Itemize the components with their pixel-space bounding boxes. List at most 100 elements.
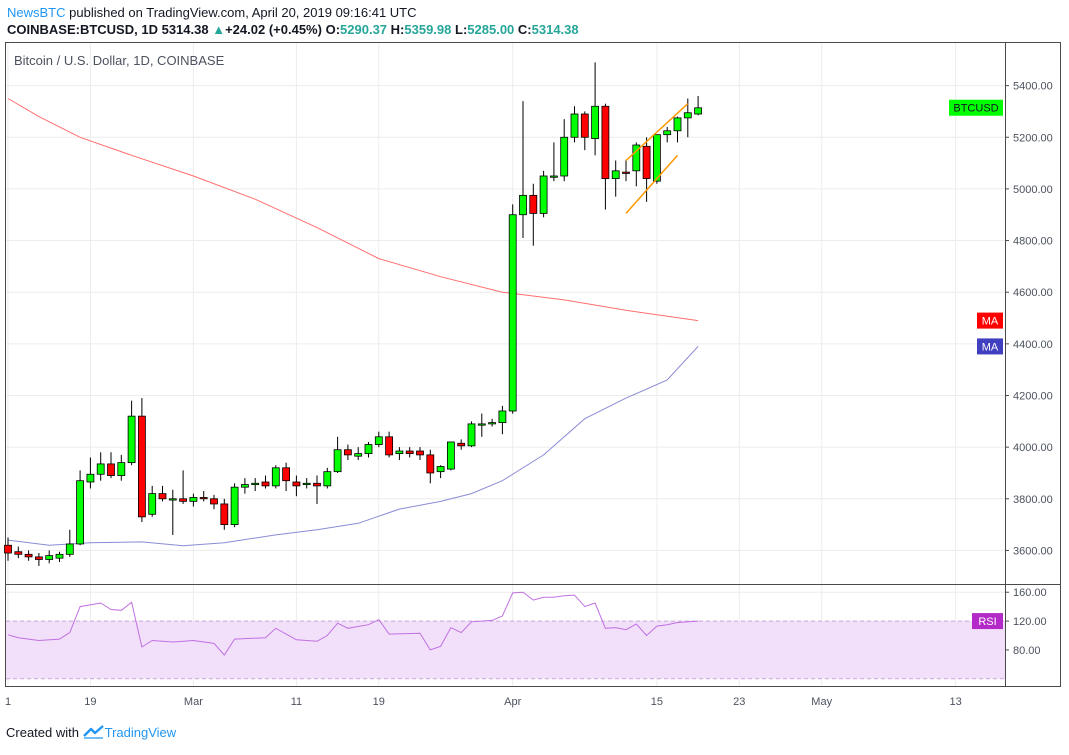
candle-down — [580, 113, 589, 138]
rsi-tag-bg[interactable] — [972, 613, 1003, 630]
rsi-y-tick-label: 80.00 — [1013, 645, 1041, 657]
y-tick-label: 3800.00 — [1013, 494, 1053, 506]
candle-down — [385, 436, 394, 456]
ma-blue-line — [7, 346, 699, 547]
quote-line: COINBASE:BTCUSD, 1D 5314.38 ▲+24.02 (+0.… — [7, 22, 579, 38]
low-value: 5285.00 — [467, 22, 515, 37]
candle-up — [467, 423, 476, 447]
candle-up — [302, 482, 311, 485]
candle-up — [364, 444, 373, 454]
candle-down — [282, 467, 291, 482]
rsi-tag: RSI — [978, 616, 996, 628]
candle-down — [642, 145, 651, 179]
open-label: O: — [325, 22, 341, 37]
x-tick-label: 23 — [733, 696, 745, 708]
close-value: 5314.38 — [531, 22, 579, 37]
candle-down — [179, 498, 188, 502]
channel-line[interactable] — [625, 103, 689, 162]
chart-frame[interactable] — [5, 42, 1061, 687]
x-tick-label: 1 — [5, 696, 11, 708]
candle-up — [333, 449, 342, 473]
rsi-line — [7, 591, 699, 656]
candle-up — [488, 422, 497, 425]
candle-up — [323, 471, 332, 487]
ma-tag: MA — [982, 316, 999, 328]
candle-down — [210, 498, 218, 505]
y-tick-label: 4400.00 — [1013, 339, 1053, 351]
rsi-band — [6, 621, 1005, 679]
x-tick-label: Apr — [504, 696, 521, 708]
candle-up — [663, 130, 672, 136]
ma-tag-bg[interactable] — [977, 312, 1003, 329]
x-tick-label: 11 — [291, 696, 302, 708]
candle-up — [653, 134, 661, 182]
tradingview-brand[interactable]: TradingView — [104, 725, 177, 740]
ma-tag-bg[interactable] — [977, 338, 1003, 355]
candle-up — [148, 493, 157, 515]
tradingview-logo-icon[interactable] — [82, 725, 105, 742]
x-tick-label: 13 — [949, 696, 961, 708]
candle-up — [477, 423, 486, 426]
channel-line[interactable] — [625, 154, 679, 214]
y-tick-label: 4800.00 — [1013, 236, 1053, 248]
chart-title: Bitcoin / U.S. Dollar, 1D, COINBASE — [14, 53, 225, 68]
y-tick-label: 5400.00 — [1013, 81, 1053, 93]
y-tick-label: 4200.00 — [1013, 390, 1053, 402]
candle-down — [601, 105, 610, 179]
candle-up — [117, 462, 126, 476]
candle-up — [446, 441, 455, 470]
high-label: H: — [390, 22, 405, 37]
candle-down — [529, 194, 538, 214]
publisher-name[interactable]: NewsBTC — [7, 5, 66, 20]
candle-down — [622, 171, 630, 174]
candle-up — [539, 175, 548, 214]
y-tick-label: 4000.00 — [1013, 442, 1053, 454]
x-tick-label: May — [811, 696, 832, 708]
candle-up — [395, 450, 404, 454]
candle-up — [65, 543, 74, 555]
candle-down — [220, 503, 229, 526]
created-with-text: Created with — [6, 725, 79, 740]
candle-down — [158, 493, 167, 500]
ma-red-line — [7, 98, 699, 322]
x-tick-label: 15 — [651, 696, 663, 708]
candle-down — [35, 556, 43, 560]
candle-up — [519, 194, 527, 216]
candle-down — [24, 553, 33, 558]
candle-up — [86, 473, 95, 483]
candle-up — [611, 170, 620, 179]
candle-up — [694, 107, 702, 115]
candle-down — [343, 449, 352, 456]
symbol-label: COINBASE:BTCUSD, 1D — [7, 22, 158, 37]
candle-up — [673, 117, 682, 132]
candle-down — [292, 481, 301, 487]
high-value: 5359.98 — [404, 22, 452, 37]
candle-up — [591, 105, 599, 139]
candle-up — [189, 497, 198, 502]
candle-up — [560, 136, 569, 177]
x-tick-label: 19 — [373, 696, 385, 708]
close-label: C: — [517, 22, 532, 37]
candle-up — [271, 467, 280, 487]
candle-up — [354, 453, 363, 457]
candle-down — [137, 415, 146, 518]
open-value: 5290.37 — [340, 22, 388, 37]
publisher-line: NewsBTC published on TradingView.com, Ap… — [7, 5, 417, 21]
candle-up — [96, 463, 105, 475]
candle-down — [313, 482, 321, 487]
y-tick-label: 5000.00 — [1013, 184, 1053, 196]
candle-up — [127, 415, 136, 464]
y-tick-label: 3600.00 — [1013, 545, 1053, 557]
candle-down — [4, 544, 12, 554]
candle-up — [508, 214, 517, 412]
btcusd-tag-bg[interactable] — [949, 99, 1003, 116]
btcusd-tag: BTCUSD — [953, 103, 998, 115]
candle-up — [436, 466, 445, 473]
candle-up — [498, 410, 507, 424]
candle-down — [405, 450, 414, 454]
low-label: L: — [455, 22, 468, 37]
up-arrow-icon: ▲ — [212, 22, 226, 37]
rsi-y-tick-label: 160.00 — [1013, 587, 1047, 599]
ma-tag: MA — [982, 341, 999, 353]
